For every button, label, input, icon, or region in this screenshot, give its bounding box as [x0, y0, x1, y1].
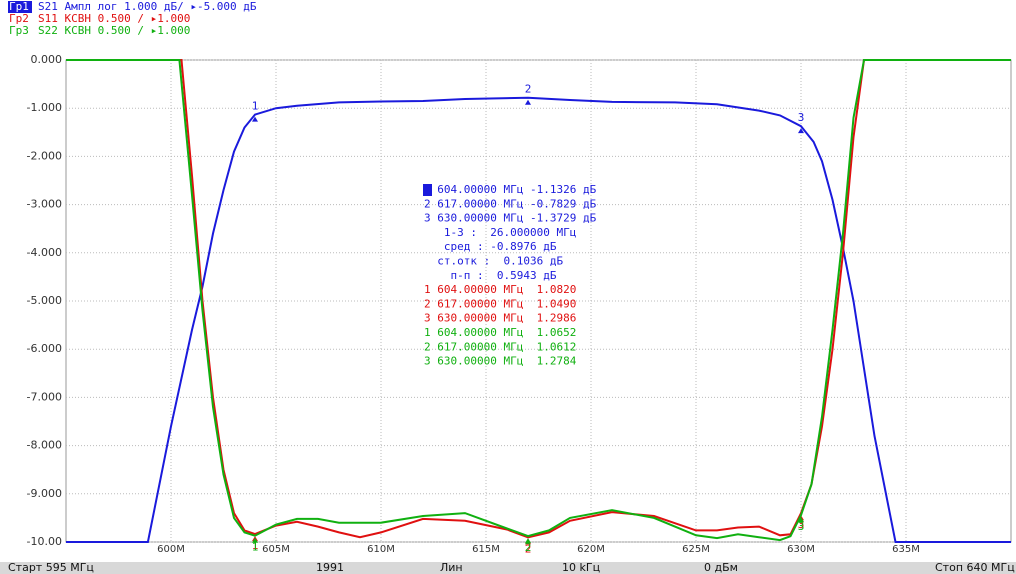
- marker-readout: 1-3 : 26.000000 МГц: [424, 226, 576, 239]
- y-tick-label: -10.00: [27, 535, 62, 548]
- status-field: Лин: [440, 561, 463, 574]
- trace-tag: Гр2: [9, 12, 29, 25]
- x-tick-label: 625M: [682, 544, 710, 555]
- marker: [798, 517, 804, 523]
- marker: [252, 537, 258, 543]
- y-tick-label: -9.000: [27, 487, 62, 500]
- marker-label: 1: [252, 541, 259, 554]
- marker: [798, 128, 804, 134]
- marker-readout: 2 617.00000 МГц 1.0612: [424, 340, 576, 353]
- x-tick-label: 630M: [787, 544, 815, 555]
- marker-readout: 3 630.00000 МГц 1.2986: [424, 312, 576, 325]
- marker: [525, 538, 531, 544]
- trace-tag: Гр3: [9, 24, 29, 37]
- y-tick-label: -2.000: [27, 149, 62, 162]
- marker-readout: 3 630.00000 МГц 1.2784: [424, 355, 577, 368]
- trace-settings: S11 КСВН 0.500 / ▸1.000: [38, 12, 190, 25]
- marker-label: 3: [798, 518, 805, 531]
- x-tick-label: 620M: [577, 544, 605, 555]
- marker-readout: 3 630.00000 МГц -1.3729 дБ: [424, 212, 597, 225]
- status-field: 0 дБм: [704, 561, 738, 574]
- y-tick-label: -3.000: [27, 198, 62, 211]
- y-tick-label: -7.000: [27, 390, 62, 403]
- y-tick-label: -6.000: [27, 342, 62, 355]
- marker-label: 1: [252, 539, 259, 552]
- marker-label: 3: [798, 111, 805, 124]
- marker-label: 2: [525, 541, 532, 554]
- marker-readout: 2 617.00000 МГц -0.7829 дБ: [424, 197, 597, 210]
- status-field: 10 kГц: [562, 561, 600, 574]
- marker-label: 2: [525, 542, 532, 555]
- y-tick-label: -1.000: [27, 101, 62, 114]
- marker-label: 2: [525, 83, 532, 96]
- marker-readout: 1 604.00000 МГц -1.1326 дБ: [424, 183, 597, 196]
- trace-settings: S22 КСВН 0.500 / ▸1.000: [38, 24, 190, 37]
- marker: [525, 99, 531, 105]
- marker-readout: ст.отк : 0.1036 дБ: [424, 255, 563, 268]
- trace: [66, 96, 1011, 543]
- x-tick-label: 635M: [892, 544, 920, 555]
- marker-readout: 2 617.00000 МГц 1.0490: [424, 297, 576, 310]
- status-field: Стоп 640 МГц: [935, 561, 1015, 574]
- marker-readout: 1 604.00000 МГц 1.0652: [424, 326, 576, 339]
- marker-readout: 1 604.00000 МГц 1.0820: [424, 283, 576, 296]
- status-field: 1991: [316, 561, 344, 574]
- y-tick-label: -5.000: [27, 294, 62, 307]
- trace-settings: S21 Ампл лог 1.000 дБ/ ▸-5.000 дБ: [38, 0, 257, 13]
- x-tick-label: 600M: [157, 544, 185, 555]
- marker-readout: п-п : 0.5943 дБ: [424, 269, 557, 282]
- marker: [252, 116, 258, 122]
- x-tick-label: 610M: [367, 544, 395, 555]
- status-bar: [0, 562, 1016, 574]
- active-trace-box: [8, 1, 32, 13]
- marker-label: 3: [798, 520, 805, 533]
- x-tick-label: 605M: [262, 544, 290, 555]
- trace: [66, 59, 1011, 542]
- active-marker-box: [423, 184, 432, 196]
- status-field: Старт 595 МГц: [8, 561, 94, 574]
- y-tick-label: -4.000: [27, 246, 62, 259]
- marker-readout: сред : -0.8976 дБ: [424, 240, 557, 253]
- marker-label: 1: [252, 100, 259, 113]
- x-tick-label: 615M: [472, 544, 500, 555]
- trace-tag: Гр1: [9, 0, 29, 13]
- y-tick-label: 0.000: [31, 53, 63, 66]
- y-tick-label: -8.000: [27, 439, 62, 452]
